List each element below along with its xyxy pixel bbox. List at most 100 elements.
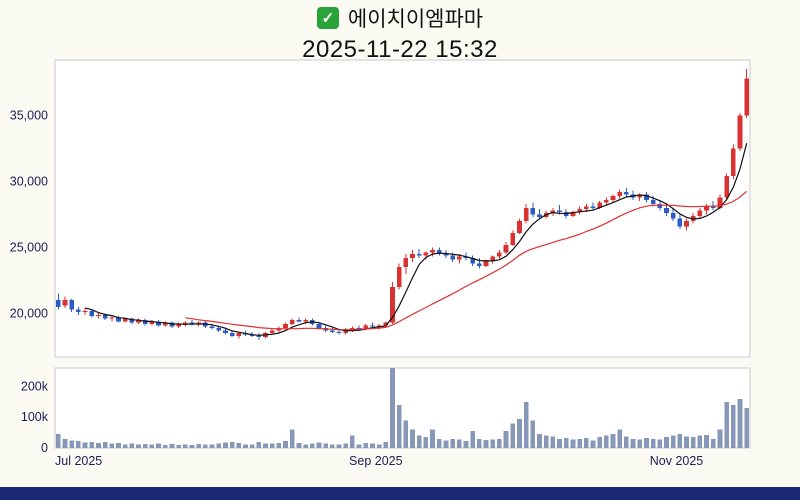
volume-bar bbox=[517, 418, 522, 448]
volume-bar bbox=[630, 438, 636, 448]
footer-bar bbox=[0, 487, 800, 500]
candle-body bbox=[483, 260, 489, 266]
volume-bar bbox=[129, 443, 135, 448]
volume-bar bbox=[637, 439, 643, 448]
candle-body bbox=[229, 333, 235, 336]
volume-bar bbox=[470, 431, 476, 448]
candle-body bbox=[677, 218, 683, 227]
volume-plot-area[interactable] bbox=[54, 367, 751, 449]
candle-body bbox=[149, 321, 155, 324]
volume-bar bbox=[283, 441, 288, 448]
candle-body bbox=[69, 300, 75, 310]
candle-body bbox=[443, 254, 449, 256]
volume-bar bbox=[650, 438, 656, 448]
candle-body bbox=[62, 300, 68, 306]
candle-body bbox=[223, 330, 228, 334]
candle-body bbox=[704, 206, 709, 211]
candle-body bbox=[737, 115, 743, 149]
volume-bar bbox=[477, 438, 482, 448]
candle-body bbox=[410, 254, 415, 258]
candle-body bbox=[296, 320, 302, 322]
volume-bar bbox=[376, 444, 382, 448]
volume-bar bbox=[76, 441, 81, 448]
candle-body bbox=[196, 322, 202, 324]
volume-bar bbox=[523, 401, 529, 448]
candle-body bbox=[203, 322, 208, 327]
candle-body bbox=[670, 213, 676, 219]
candle-body bbox=[109, 317, 115, 319]
volume-bar bbox=[563, 438, 569, 448]
volume-bar bbox=[396, 404, 402, 448]
volume-bar bbox=[269, 443, 275, 448]
candle-body bbox=[303, 320, 308, 322]
candle-body bbox=[724, 176, 729, 198]
volume-bar bbox=[610, 434, 616, 448]
volume-bar bbox=[142, 444, 148, 448]
price-axis-label: 30,000 bbox=[10, 174, 48, 188]
candle-body bbox=[730, 148, 736, 177]
candle-body bbox=[256, 335, 262, 338]
candle-body bbox=[249, 334, 255, 336]
volume-bar bbox=[109, 443, 115, 448]
candle-body bbox=[456, 256, 462, 260]
volume-bar bbox=[343, 443, 349, 448]
volume-bar bbox=[203, 444, 208, 448]
volume-bar bbox=[316, 442, 322, 448]
candle-body bbox=[189, 322, 195, 324]
candle-body bbox=[269, 330, 275, 334]
candle-body bbox=[116, 317, 121, 322]
volume-bar bbox=[56, 434, 61, 448]
volume-axis-label: 200k bbox=[21, 379, 49, 393]
candle-body bbox=[590, 206, 596, 208]
candle-body bbox=[162, 322, 168, 326]
volume-bar bbox=[162, 444, 168, 448]
volume-axis-label: 0 bbox=[41, 441, 48, 455]
volume-bar bbox=[223, 442, 228, 448]
volume-bar bbox=[664, 437, 669, 448]
volume-bar bbox=[289, 429, 295, 448]
candle-body bbox=[477, 263, 482, 266]
volume-bar bbox=[149, 444, 155, 448]
candle-body bbox=[450, 255, 455, 260]
volume-bar bbox=[122, 444, 128, 448]
volume-bar bbox=[550, 436, 556, 448]
candle-body bbox=[76, 309, 81, 313]
volume-bar bbox=[684, 436, 689, 448]
volume-bar bbox=[176, 445, 181, 448]
volume-bar bbox=[710, 438, 716, 448]
candle-body bbox=[363, 325, 369, 330]
volume-bar bbox=[603, 435, 609, 448]
candle-body bbox=[176, 324, 181, 327]
volume-bar bbox=[443, 440, 449, 448]
volume-bar bbox=[490, 439, 496, 448]
price-axis-label: 20,000 bbox=[10, 306, 48, 320]
volume-bar bbox=[730, 404, 736, 448]
volume-bar bbox=[537, 434, 542, 448]
candle-body bbox=[102, 314, 108, 319]
candle-body bbox=[537, 214, 542, 218]
candle-body bbox=[717, 197, 723, 208]
candle-body bbox=[503, 244, 509, 253]
candle-body bbox=[136, 320, 141, 323]
candle-body bbox=[644, 194, 649, 200]
volume-bar bbox=[249, 444, 255, 448]
volume-bar bbox=[510, 423, 516, 448]
volume-bar bbox=[570, 439, 576, 448]
candle-body bbox=[216, 327, 222, 331]
volume-bar bbox=[303, 444, 308, 448]
price-axis-label: 25,000 bbox=[10, 240, 48, 254]
candle-body bbox=[396, 267, 402, 288]
candle-body bbox=[577, 209, 582, 212]
volume-bar bbox=[717, 429, 723, 448]
volume-bar bbox=[410, 429, 415, 448]
volume-bar bbox=[116, 442, 121, 448]
candle-body bbox=[510, 232, 516, 245]
candle-body bbox=[96, 314, 101, 317]
candle-body bbox=[142, 320, 148, 324]
ma-line-5 bbox=[84, 143, 748, 337]
volume-bar bbox=[543, 435, 549, 448]
volume-bar bbox=[189, 444, 195, 448]
candle-body bbox=[182, 322, 188, 324]
price-plot-area[interactable] bbox=[54, 59, 751, 358]
volume-bar bbox=[82, 442, 88, 448]
